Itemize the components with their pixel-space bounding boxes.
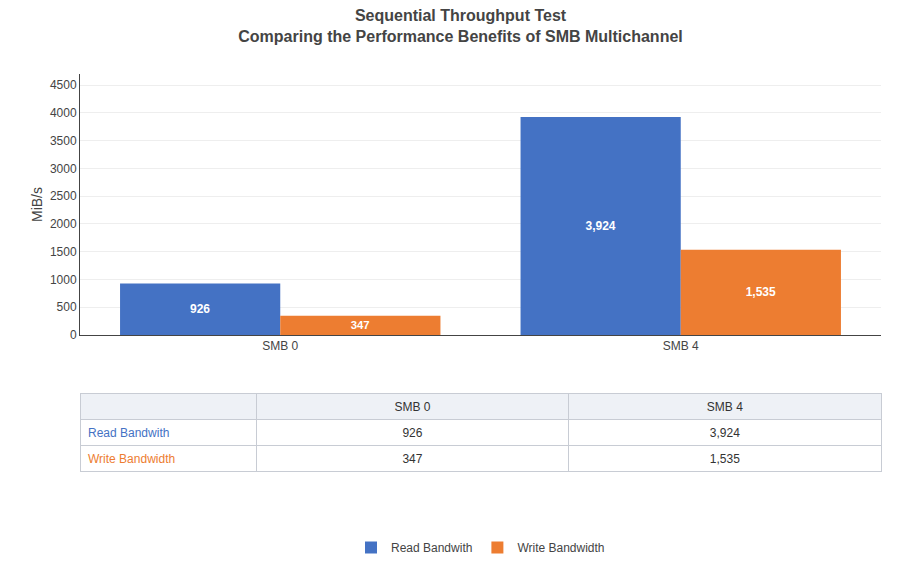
svg-text:926: 926 (402, 426, 422, 440)
svg-text:4000: 4000 (50, 106, 77, 120)
svg-text:SMB 4: SMB 4 (707, 400, 743, 414)
svg-text:2000: 2000 (50, 217, 77, 231)
svg-text:347: 347 (351, 319, 370, 331)
svg-text:Sequential Throughput TestComp: Sequential Throughput TestComparing the … (238, 7, 683, 45)
svg-text:347: 347 (402, 452, 422, 466)
svg-text:MiB/s: MiB/s (29, 187, 45, 222)
svg-text:3500: 3500 (50, 134, 77, 148)
svg-text:3,924: 3,924 (585, 219, 615, 233)
svg-text:SMB 0: SMB 0 (262, 339, 298, 353)
svg-text:3,924: 3,924 (710, 426, 740, 440)
svg-text:2500: 2500 (50, 189, 77, 203)
svg-text:Read Bandwith: Read Bandwith (88, 426, 169, 440)
svg-text:1,535: 1,535 (710, 452, 740, 466)
svg-text:Read Bandwith: Read Bandwith (391, 541, 472, 555)
svg-text:Write Bandwidth: Write Bandwidth (88, 452, 175, 466)
svg-text:4500: 4500 (50, 78, 77, 92)
svg-text:3000: 3000 (50, 162, 77, 176)
svg-text:1500: 1500 (50, 245, 77, 259)
svg-text:1,535: 1,535 (746, 285, 776, 299)
svg-text:926: 926 (190, 302, 210, 316)
svg-text:500: 500 (57, 300, 77, 314)
svg-text:SMB 4: SMB 4 (663, 339, 699, 353)
svg-text:0: 0 (70, 328, 77, 342)
svg-text:Write Bandwidth: Write Bandwidth (517, 541, 604, 555)
svg-text:1000: 1000 (50, 273, 77, 287)
svg-text:SMB 0: SMB 0 (394, 400, 430, 414)
